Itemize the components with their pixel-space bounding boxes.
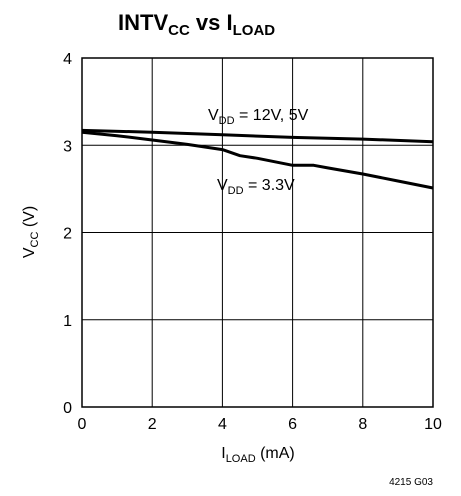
y-tick-labels: 0 1 2 3 4 <box>63 51 72 417</box>
x-tick-label: 0 <box>78 416 87 433</box>
series-line-1 <box>81 130 434 190</box>
y-tick-label: 3 <box>63 138 72 155</box>
series-line-0 <box>81 128 434 144</box>
title-sub-load: LOAD <box>233 22 276 39</box>
x-axis-label: ILOAD (mA) <box>221 445 295 465</box>
title-mid: vs I <box>190 10 233 35</box>
x-tick-label: 10 <box>424 416 442 433</box>
series-label-3v3: VDD = 3.3V <box>217 177 295 197</box>
y-tick-label: 2 <box>63 226 72 243</box>
figure-code: 4215 G03 <box>389 477 433 488</box>
plot-frame <box>81 57 434 408</box>
chart-title: INTVCC vs ILOAD <box>118 10 275 39</box>
x-tick-labels: 0 2 4 6 8 10 <box>78 416 442 433</box>
title-main: INTV <box>118 10 168 35</box>
x-tick-label: 4 <box>218 416 227 433</box>
series-lines <box>81 128 434 190</box>
series-label-12v-5v: VDD = 12V, 5V <box>208 107 309 127</box>
title-sub-cc: CC <box>168 22 190 39</box>
y-tick-label: 4 <box>63 51 72 68</box>
x-tick-label: 8 <box>358 416 367 433</box>
y-tick-label: 0 <box>63 400 72 417</box>
x-tick-label: 6 <box>288 416 297 433</box>
grid-lines <box>82 58 433 407</box>
x-tick-label: 2 <box>148 416 157 433</box>
y-axis-label: VCC (V) <box>21 206 41 258</box>
y-tick-label: 1 <box>63 313 72 330</box>
